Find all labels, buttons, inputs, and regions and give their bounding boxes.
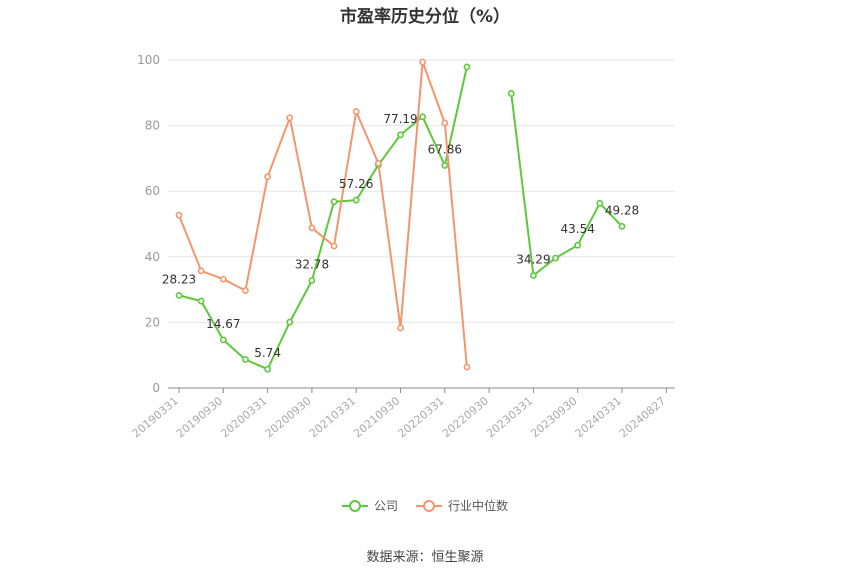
data-point-0 xyxy=(574,241,582,249)
data-point-0 xyxy=(507,90,515,97)
data-point-0 xyxy=(596,199,604,207)
data-point-1 xyxy=(308,224,316,232)
data-point-1 xyxy=(286,114,294,122)
x-tick-label: 20200331 xyxy=(218,394,269,440)
data-point-0 xyxy=(308,277,316,284)
legend-item-industry-median[interactable]: 行业中位数 xyxy=(416,497,508,514)
x-tick-label: 20220331 xyxy=(395,394,446,440)
data-label: 14.67 xyxy=(206,317,240,331)
series-line-0 xyxy=(178,66,468,371)
data-point-1 xyxy=(219,275,227,283)
x-tick-label: 20200930 xyxy=(263,394,314,440)
legend-swatch-industry-median xyxy=(416,499,442,513)
x-tick-label: 20190331 xyxy=(130,394,181,440)
data-point-0 xyxy=(197,297,205,305)
series-line-0 xyxy=(510,93,623,278)
x-tick-label: 20240331 xyxy=(573,394,624,440)
data-point-1 xyxy=(463,363,471,371)
data-point-0 xyxy=(618,222,626,230)
data-label: 67.86 xyxy=(428,142,462,156)
data-label: 28.23 xyxy=(162,272,196,286)
x-tick-label: 20190930 xyxy=(174,394,225,440)
data-point-1 xyxy=(419,58,427,66)
data-point-1 xyxy=(175,211,183,219)
series-lines xyxy=(175,58,626,373)
x-tick-label: 20240827 xyxy=(617,394,668,440)
data-label: 32.78 xyxy=(295,257,329,271)
data-label: 5.74 xyxy=(254,346,281,360)
data-label: 49.28 xyxy=(605,203,639,217)
data-point-0 xyxy=(419,113,427,121)
y-tick-label: 60 xyxy=(145,184,160,198)
data-point-0 xyxy=(530,272,537,279)
data-point-1 xyxy=(374,159,382,167)
x-tick-label: 20220930 xyxy=(440,394,491,440)
y-tick-label: 0 xyxy=(152,381,160,395)
data-point-1 xyxy=(397,324,404,332)
data-point-0 xyxy=(219,336,227,344)
data-point-0 xyxy=(552,254,559,262)
data-point-1 xyxy=(441,119,449,127)
data-point-1 xyxy=(197,267,205,275)
data-labels: 28.23 14.67 5.74 32.78 57.26 77.19 67.86 34.29 4… xyxy=(162,112,639,360)
legend-label-industry-median: 行业中位数 xyxy=(448,499,509,513)
data-point-0 xyxy=(352,196,360,204)
series-line-1 xyxy=(178,61,468,368)
data-point-0 xyxy=(175,292,183,299)
data-point-0 xyxy=(397,131,404,139)
x-tick-label: 20230331 xyxy=(484,394,535,440)
legend: 公司 行业中位数 xyxy=(0,497,850,514)
data-point-0 xyxy=(242,356,249,363)
x-tick-label: 20230930 xyxy=(528,394,579,440)
data-point-0 xyxy=(463,63,471,71)
y-tick-label: 20 xyxy=(145,315,160,329)
source-note: 数据来源：恒生聚源 xyxy=(366,550,484,565)
data-point-0 xyxy=(264,365,271,373)
data-point-0 xyxy=(286,318,294,326)
data-label: 77.19 xyxy=(383,112,417,126)
x-tick-label: 20210930 xyxy=(351,394,402,440)
data-point-0 xyxy=(441,162,449,169)
data-point-1 xyxy=(352,108,360,115)
y-tick-label: 100 xyxy=(137,53,160,67)
data-point-1 xyxy=(264,173,271,181)
legend-label-company: 公司 xyxy=(373,499,398,513)
legend-item-company[interactable]: 公司 xyxy=(341,497,398,514)
data-point-1 xyxy=(330,242,338,250)
data-label: 43.54 xyxy=(561,222,595,236)
y-tick-label: 40 xyxy=(145,250,160,264)
y-tick-label: 80 xyxy=(145,119,160,133)
x-tick-label: 20210331 xyxy=(307,394,358,440)
legend-swatch-company xyxy=(341,499,368,513)
data-label: 34.29 xyxy=(516,253,550,267)
data-point-1 xyxy=(242,287,249,294)
data-label: 57.26 xyxy=(339,177,373,191)
chart-title: 市盈率历史分位（%） xyxy=(339,7,511,27)
data-point-0 xyxy=(330,198,338,206)
grid-lines xyxy=(168,59,675,323)
